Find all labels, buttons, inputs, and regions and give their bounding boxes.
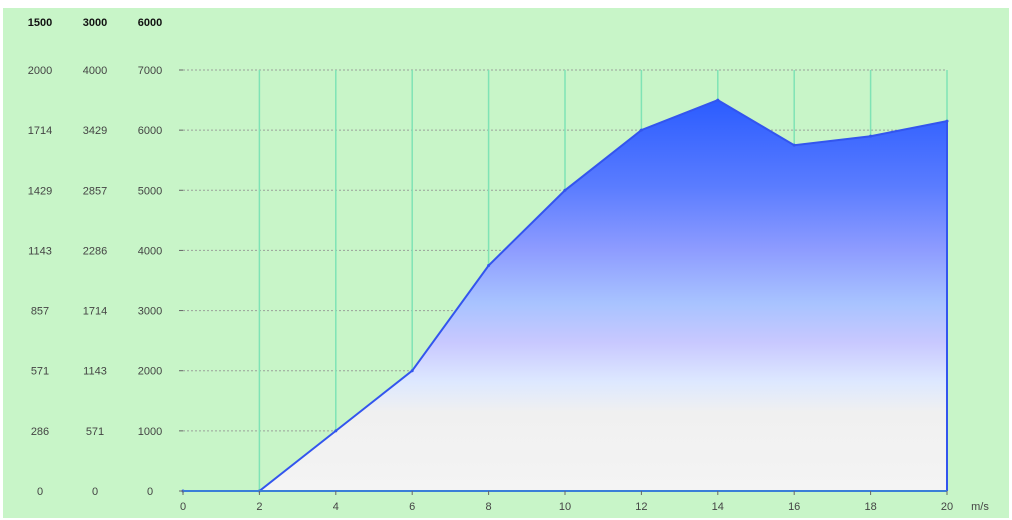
y-tick-label: 3429: [83, 125, 107, 137]
y-tick-label: 4000: [83, 65, 107, 77]
area-fill: [183, 100, 947, 491]
x-tick-labels: 0 2 4 6 8 10 12 14 16 18 20: [180, 491, 953, 513]
x-tick-label: 8: [486, 501, 492, 513]
y-tick-label: 571: [86, 426, 104, 438]
y-axis-header: 3000: [83, 17, 107, 29]
x-tick-label: 10: [559, 501, 571, 513]
data-point: [869, 134, 873, 138]
data-point: [792, 143, 796, 147]
y-tick-label: 1714: [83, 306, 107, 318]
x-tick-label: 20: [941, 501, 953, 513]
y-axis-headers: 1500 3000 6000: [28, 17, 162, 29]
x-tick-label: 6: [409, 501, 415, 513]
y-tick-label: 5000: [138, 185, 162, 197]
x-tick-label: 2: [256, 501, 262, 513]
y-tick-label: 1714: [28, 125, 52, 137]
y-tick-label: 857: [31, 306, 49, 318]
data-point: [716, 98, 720, 102]
y-tick-label: 0: [37, 486, 43, 498]
y-tick-label: 571: [31, 366, 49, 378]
y-tick-labels: 0 286 571 857 1143 1429 1714 2000 0 571 1143 1714 22…: [28, 65, 183, 498]
y-tick-label: 7000: [138, 65, 162, 77]
y-axis-header: 6000: [138, 17, 162, 29]
data-point: [410, 369, 414, 373]
data-point: [945, 119, 949, 123]
y-tick-label: 2000: [28, 65, 52, 77]
y-tick-label: 1429: [28, 185, 52, 197]
y-tick-label: 3000: [138, 306, 162, 318]
y-tick-label: 0: [92, 486, 98, 498]
x-axis-unit-label: m/s: [971, 501, 989, 513]
x-tick-label: 14: [712, 501, 724, 513]
y-tick-label: 1000: [138, 426, 162, 438]
y-tick-label: 6000: [138, 125, 162, 137]
y-tick-label: 1143: [28, 245, 52, 257]
y-tick-label: 4000: [138, 245, 162, 257]
y-tick-label: 2857: [83, 185, 107, 197]
y-tick-label: 0: [147, 486, 153, 498]
x-tick-label: 4: [333, 501, 339, 513]
data-point: [334, 429, 338, 433]
data-point: [563, 188, 567, 192]
y-tick-label: 1143: [83, 366, 107, 378]
data-point: [487, 263, 491, 267]
x-tick-label: 0: [180, 501, 186, 513]
y-tick-label: 286: [31, 426, 49, 438]
x-tick-label: 18: [864, 501, 876, 513]
y-tick-label: 2286: [83, 245, 107, 257]
x-tick-label: 12: [635, 501, 647, 513]
data-point: [639, 128, 643, 132]
y-axis-header: 1500: [28, 17, 52, 29]
y-tick-label: 2000: [138, 366, 162, 378]
x-tick-label: 16: [788, 501, 800, 513]
